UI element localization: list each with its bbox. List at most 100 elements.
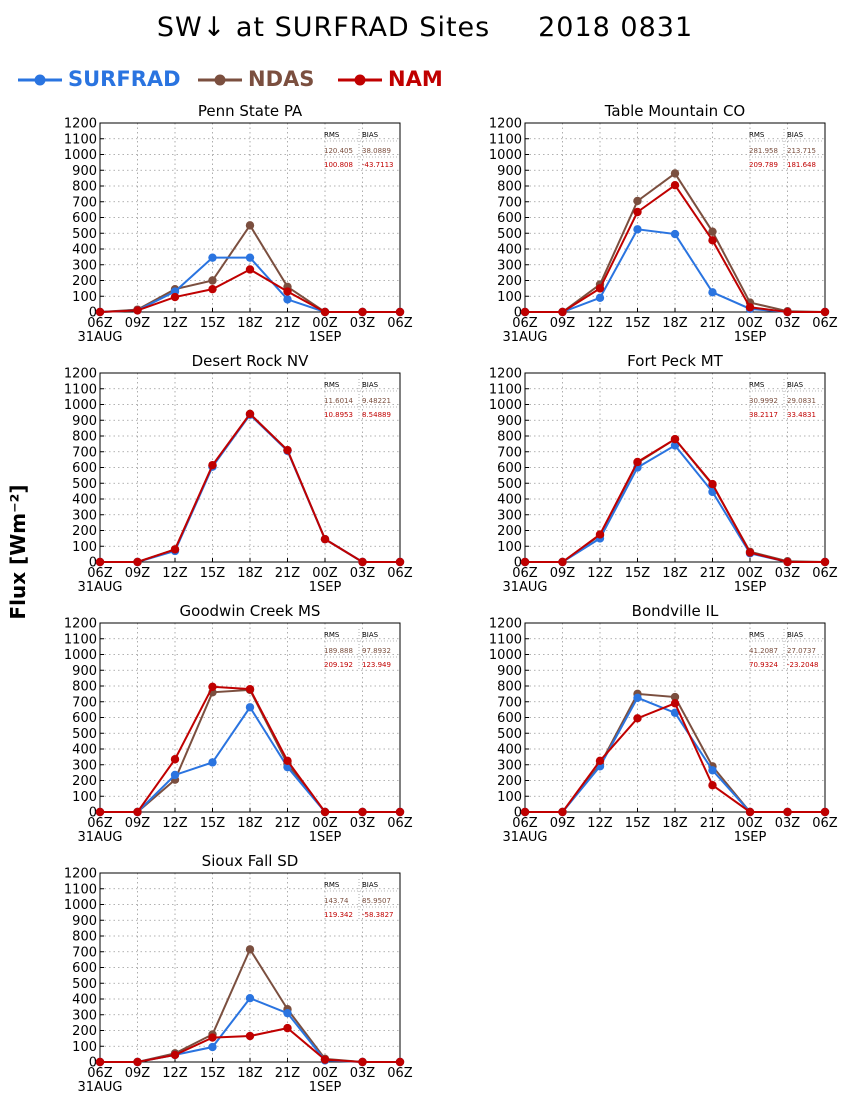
stats-nam-bias: 123.949 [362, 661, 391, 669]
data-point-nam [708, 781, 717, 790]
data-point-surfrad [208, 253, 217, 262]
data-point-nam [245, 1031, 255, 1041]
y-tick-label: 200 [72, 524, 97, 539]
y-tick-label: 1100 [64, 632, 97, 647]
chart-title: Goodwin Creek MS [180, 602, 321, 620]
y-tick-label: 1200 [64, 367, 97, 382]
y-tick-label: 600 [72, 711, 97, 726]
x-tick-label: 15Z [200, 316, 226, 331]
x-tick-label: 09Z [125, 816, 151, 831]
y-tick-label: 900 [72, 664, 97, 679]
data-point-nam [208, 460, 217, 470]
stats-ndas-rms: 120.405 [324, 147, 353, 155]
x-tick-label: 15Z [625, 566, 651, 581]
data-point-nam [133, 1057, 142, 1067]
data-point-surfrad [245, 703, 255, 712]
y-tick-label: 800 [72, 930, 97, 945]
x-tick-label: 21Z [700, 566, 726, 581]
stats-ndas-bias: 97.8932 [362, 647, 391, 655]
data-point-surfrad [283, 295, 292, 304]
data-point-nam [208, 284, 217, 294]
data-point-ndas [670, 692, 680, 702]
x-tick-label: 12Z [162, 316, 188, 331]
stats-ndas-rms: 281.958 [749, 147, 778, 155]
data-point-nam [208, 1033, 217, 1042]
data-point-nam [395, 1057, 405, 1067]
data-point-nam [520, 307, 530, 317]
y-tick-label: 1200 [489, 367, 522, 382]
data-point-nam [595, 530, 605, 539]
x-tick-label: 18Z [237, 566, 263, 581]
data-point-nam [783, 557, 792, 567]
x-tick-label: 06Z [387, 566, 413, 581]
x-tick-label: 06Z [87, 316, 113, 331]
data-point-nam [820, 807, 830, 817]
stats-ndas-rms: 189.888 [324, 647, 353, 655]
y-tick-label: 800 [72, 680, 97, 695]
data-point-nam [358, 557, 367, 567]
x-tick-label: 15Z [625, 816, 651, 831]
x-tick-label: 06Z [387, 1066, 413, 1081]
y-tick-label: 900 [497, 164, 522, 179]
x-tick-label: 00Z [737, 816, 763, 831]
stats-header-bias: BIAS [362, 631, 379, 639]
x-tick-label: 09Z [125, 1066, 151, 1081]
y-tick-label: 1000 [489, 398, 522, 413]
data-point-surfrad [670, 708, 680, 717]
x-tick-label: 15Z [200, 816, 226, 831]
data-point-surfrad [245, 994, 255, 1003]
x-tick-label: 09Z [550, 316, 576, 331]
y-tick-label: 1000 [489, 648, 522, 663]
x-tick-label: 06Z [512, 316, 538, 331]
x-tick-label: 00Z [737, 566, 763, 581]
stats-nam-bias: -43.7113 [362, 161, 393, 169]
y-tick-label: 500 [72, 227, 97, 242]
data-point-surfrad [208, 758, 217, 767]
y-tick-label: 700 [72, 695, 97, 710]
y-tick-label: 700 [72, 445, 97, 460]
y-tick-label: 100 [497, 540, 522, 555]
stats-ndas-rms: 143.74 [324, 897, 349, 905]
y-tick-label: 300 [497, 508, 522, 523]
x-tick-label: 18Z [662, 816, 688, 831]
stats-ndas-bias: 213.715 [787, 147, 816, 155]
y-tick-label: 1000 [64, 148, 97, 163]
data-point-nam [95, 557, 105, 567]
y-tick-label: 1200 [64, 867, 97, 882]
y-tick-label: 600 [497, 711, 522, 726]
x-tick-label: 06Z [512, 566, 538, 581]
x-sublabel: 31AUG [77, 330, 122, 345]
data-point-nam [170, 545, 180, 554]
x-tick-label: 06Z [512, 816, 538, 831]
x-tick-label: 21Z [700, 816, 726, 831]
x-tick-label: 06Z [812, 316, 838, 331]
x-tick-label: 21Z [275, 316, 301, 331]
y-tick-label: 300 [72, 258, 97, 273]
data-point-nam [283, 287, 292, 296]
x-tick-label: 00Z [737, 316, 763, 331]
stats-nam-rms: 100.808 [324, 161, 353, 169]
data-point-surfrad [170, 770, 180, 780]
data-point-nam [170, 1050, 180, 1060]
stats-ndas-bias: 29.0831 [787, 397, 816, 405]
x-tick-label: 18Z [237, 316, 263, 331]
data-point-nam [208, 682, 217, 691]
data-point-surfrad [670, 441, 680, 450]
x-tick-label: 00Z [312, 1066, 338, 1081]
stats-nam-bias: 181.648 [787, 161, 816, 169]
data-point-nam [395, 307, 405, 317]
x-tick-label: 00Z [312, 566, 338, 581]
y-tick-label: 600 [72, 461, 97, 476]
y-tick-label: 400 [497, 743, 522, 758]
data-point-nam [320, 807, 330, 817]
x-tick-label: 03Z [350, 816, 376, 831]
y-tick-label: 100 [72, 290, 97, 305]
stats-nam-rms: 209.192 [324, 661, 353, 669]
data-point-nam [95, 307, 105, 317]
y-tick-label: 300 [497, 258, 522, 273]
x-sublabel: 1SEP [309, 330, 342, 345]
y-tick-label: 1100 [64, 132, 97, 147]
chart-title: Fort Peck MT [627, 352, 723, 370]
data-point-nam [745, 548, 755, 557]
